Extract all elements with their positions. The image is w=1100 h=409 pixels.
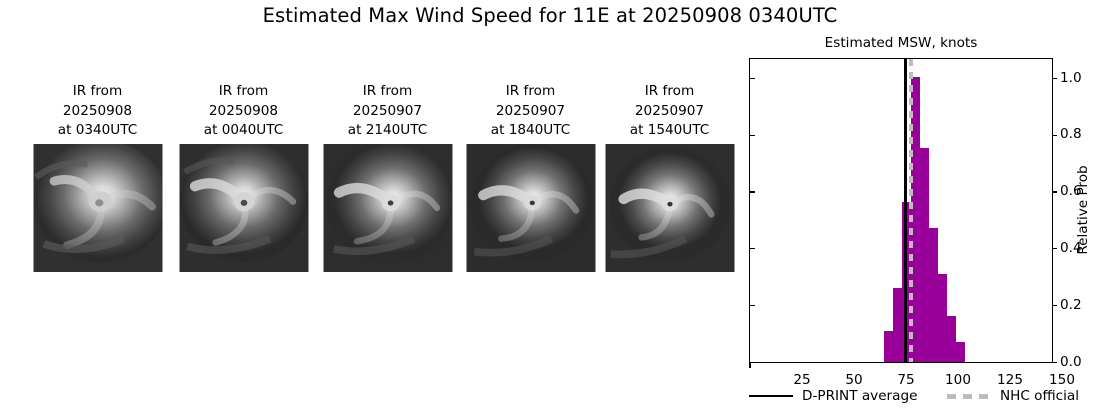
y-tick [1052,191,1057,193]
y-axis-label: Relative Prob [1075,165,1091,255]
histogram-bar [884,330,894,362]
ir-panel-5: IR from 20250907 at 1540UTC [602,82,737,272]
page-title: Estimated Max Wind Speed for 11E at 2025… [262,4,838,27]
x-tick [749,363,751,368]
ir-panel-caption: IR from 20250907 at 1540UTC [629,83,710,138]
dprint-average-line [904,59,907,362]
solid-line-icon [749,394,793,398]
y-tick [749,134,755,136]
ir-satellite-image [179,144,308,272]
y-tick [749,191,755,193]
histogram-bar [910,76,920,362]
histogram-bar [928,228,938,362]
y-tick-label: 1.0 [1060,70,1082,86]
y-tick-label: 0.4 [1060,240,1082,256]
ir-panel-caption: IR from 20250907 at 1840UTC [490,83,571,138]
legend-entry-dprint: D-PRINT average [749,388,917,404]
ir-panel-1: IR from 20250908 at 0340UTC [30,82,165,272]
y-tick-label: 0.8 [1060,126,1082,142]
x-tick-label: 125 [997,372,1023,388]
histogram-bar [946,316,956,362]
legend-label-nhc: NHC official [999,388,1079,404]
ir-panel-3: IR from 20250907 at 2140UTC [320,82,455,272]
y-tick-label: 0.0 [1060,354,1082,370]
x-tick-label: 25 [793,372,811,388]
y-tick [749,248,755,250]
y-tick [749,77,755,79]
ir-satellite-image [466,144,595,272]
y-tick [749,361,755,363]
legend-label-dprint: D-PRINT average [802,388,918,404]
histogram-bar [955,342,965,362]
y-tick [1052,134,1057,136]
x-tick-label: 75 [897,372,915,388]
legend-entry-nhc: NHC official [946,388,1079,404]
histogram-chart: 25 50 75 100 125 150 0.0 0.2 0.4 0.6 0.8… [749,58,1082,388]
y-tick-label: 0.2 [1060,297,1082,313]
ir-panel-caption: IR from 20250908 at 0340UTC [57,83,138,138]
chart-legend: D-PRINT average NHC official [749,386,1079,406]
nhc-official-line [908,59,913,362]
x-tick-label: 150 [1049,372,1075,388]
ir-panel-4: IR from 20250907 at 1840UTC [463,82,598,272]
histogram-bar [937,273,947,362]
y-tick-label: 0.6 [1060,183,1082,199]
plot-area [750,59,1052,362]
ir-panel-caption: IR from 20250908 at 0040UTC [203,83,284,138]
y-tick [1052,361,1057,363]
x-tick-label: 100 [945,372,971,388]
y-tick [1052,248,1057,250]
chart-title: Estimated MSW, knots [824,35,978,51]
ir-satellite-image [323,144,452,272]
histogram-bar [893,287,902,362]
ir-panel-caption: IR from 20250907 at 2140UTC [347,83,428,138]
ir-satellite-image [33,144,162,272]
histogram-bar [919,148,929,362]
x-tick-label: 50 [845,372,863,388]
ir-panel-2: IR from 20250908 at 0040UTC [176,82,311,272]
y-tick [1052,77,1057,79]
dashed-line-icon [946,393,991,399]
y-tick [1052,304,1057,307]
y-tick [749,304,755,307]
ir-satellite-image [605,144,734,272]
